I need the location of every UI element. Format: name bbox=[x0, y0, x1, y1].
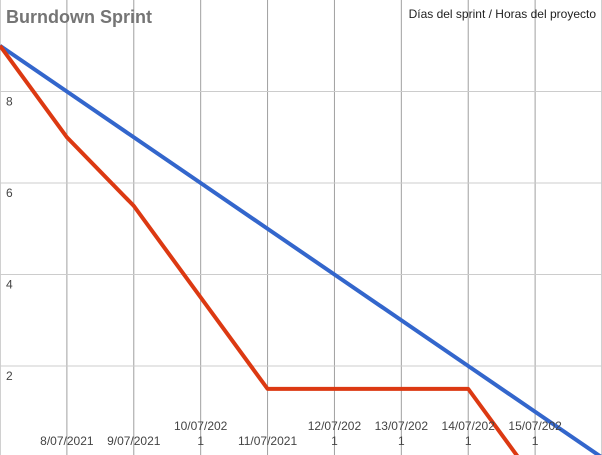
y-tick-label: 8 bbox=[6, 95, 13, 109]
chart-subtitle: Días del sprint / Horas del proyecto bbox=[409, 7, 597, 21]
x-tick-label: 8/07/2021 bbox=[40, 434, 94, 448]
y-tick-label: 4 bbox=[6, 278, 13, 292]
chart-title: Burndown Sprint bbox=[6, 7, 152, 27]
y-tick-label: 6 bbox=[6, 186, 13, 200]
x-tick-label: 13/07/2021 bbox=[374, 419, 429, 448]
x-tick-label: 15/07/2021 bbox=[508, 419, 562, 448]
series-line bbox=[0, 44, 520, 455]
x-tick-label: 14/07/2021 bbox=[441, 419, 495, 448]
x-tick-label: 9/07/2021 bbox=[107, 434, 161, 448]
x-tick-label: 10/07/2021 bbox=[173, 419, 228, 448]
x-tick-label: 12/07/2021 bbox=[307, 419, 362, 448]
y-tick-label: 2 bbox=[6, 369, 13, 383]
series-line bbox=[0, 44, 602, 455]
x-tick-label: 11/07/2021 bbox=[237, 434, 298, 448]
